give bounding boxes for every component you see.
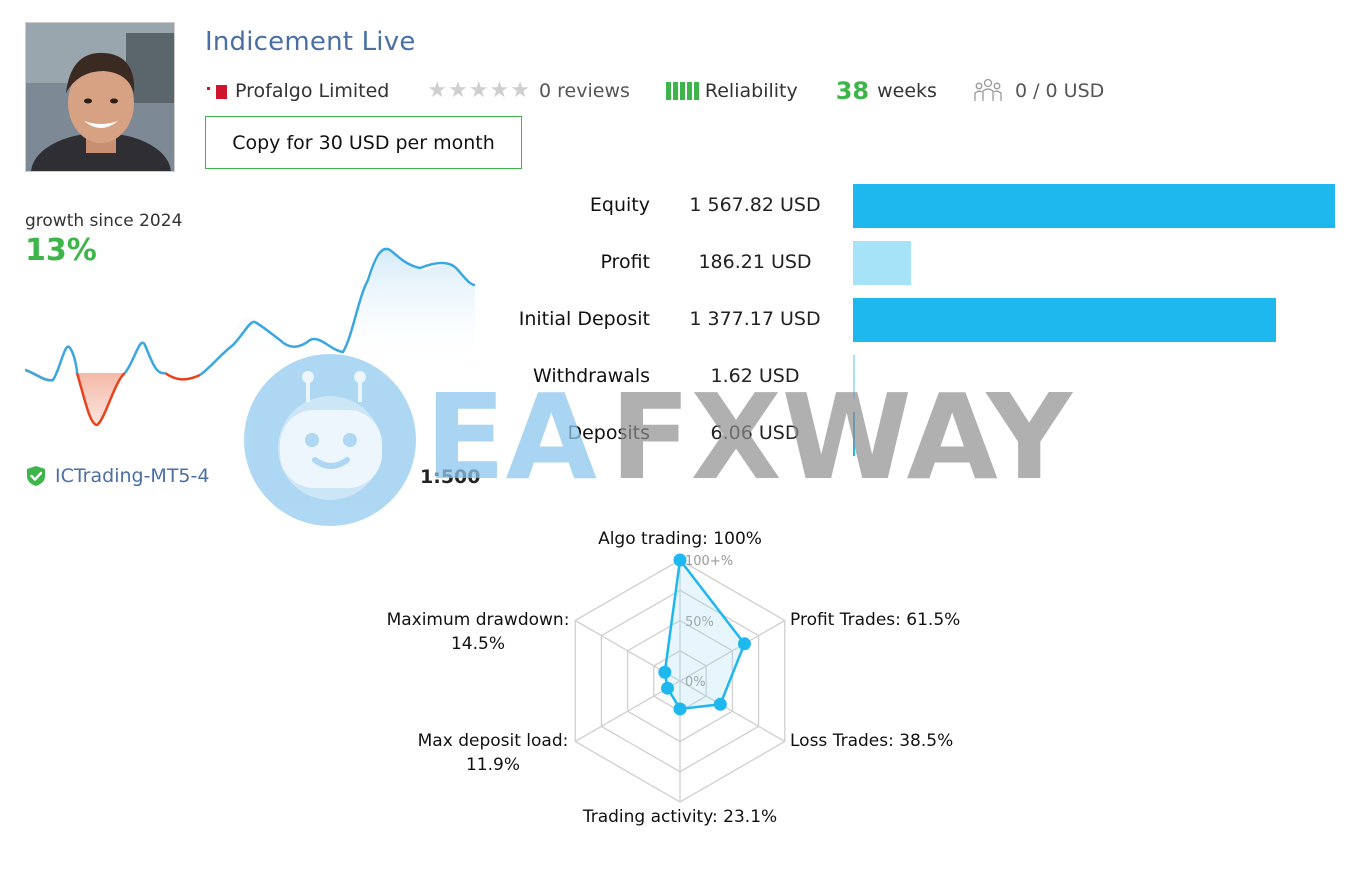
radar-tick-label: 100+% xyxy=(685,554,733,569)
subscribers-count: 0 / 0 USD xyxy=(1014,80,1105,102)
radar-label-maximum-drawdown: Maximum drawdown: xyxy=(387,610,570,630)
weeks-value: 38 xyxy=(835,77,870,105)
malta-flag-icon xyxy=(205,84,227,99)
radar-point xyxy=(737,637,751,651)
stat-row-withdrawals: Withdrawals 1.62 USD xyxy=(490,355,1340,399)
reviews-count[interactable]: 0 reviews xyxy=(539,80,630,102)
growth-positive-line xyxy=(25,247,475,382)
stat-value: 6.06 USD xyxy=(710,422,800,444)
stat-bar xyxy=(853,184,1335,228)
radar-chart: 100+% 50% 0% Algo trading: 100% Profit Trad… xyxy=(387,529,961,827)
stat-label: Profit xyxy=(600,251,650,273)
star-icon: ★ xyxy=(510,78,531,103)
radar-axis-line xyxy=(679,619,786,682)
reliability-bar xyxy=(665,82,671,100)
stat-value: 1 377.17 USD xyxy=(689,308,821,330)
stat-bar xyxy=(853,241,911,285)
stat-label: Withdrawals xyxy=(532,365,650,387)
radar-point xyxy=(661,681,675,695)
radar-point xyxy=(673,553,687,567)
stat-value: 1.62 USD xyxy=(710,365,800,387)
radar-value-maximum-drawdown: 14.5% xyxy=(451,634,505,654)
reliability-bar xyxy=(693,82,699,100)
stat-label: Initial Deposit xyxy=(518,308,650,330)
copy-subscription-button[interactable]: Copy for 30 USD per month xyxy=(205,116,522,169)
growth-chart[interactable] xyxy=(25,240,475,440)
stat-bar xyxy=(853,298,1277,342)
radar-shape xyxy=(658,553,751,716)
stat-bar xyxy=(853,355,855,399)
radar-label-profit-trades: Profit Trades: 61.5% xyxy=(790,610,960,630)
radar-axis-line xyxy=(679,680,786,743)
radar-point xyxy=(658,665,672,679)
growth-label: growth since 2024 xyxy=(25,211,183,231)
leverage-value: 1:500 xyxy=(420,466,481,488)
growth-positive-area xyxy=(205,249,475,370)
radar-label-max-deposit-load: Max deposit load: xyxy=(418,731,569,751)
star-icon: ★ xyxy=(448,78,468,103)
reliability-bar xyxy=(679,82,685,100)
radar-tick-label: 0% xyxy=(685,675,706,690)
rating-stars: ★ ★ ★ ★ ★ xyxy=(427,80,531,102)
reliability-bar xyxy=(672,82,678,100)
radar-point xyxy=(713,697,727,711)
radar-label-loss-trades: Loss Trades: 38.5% xyxy=(790,731,953,751)
reliability-bar xyxy=(686,82,692,100)
avatar-photo xyxy=(26,23,174,171)
radar-value-max-deposit-load: 11.9% xyxy=(466,755,520,775)
radar-labels: Algo trading: 100% Profit Trades: 61.5% Lo… xyxy=(387,529,961,827)
broker-name[interactable]: ICTrading-MT5-4 xyxy=(55,465,210,487)
stat-row-equity: Equity 1 567.82 USD xyxy=(490,184,1340,228)
provider-name[interactable]: Profalgo Limited xyxy=(235,80,390,102)
stat-label: Equity xyxy=(589,194,650,216)
stat-row-profit: Profit 186.21 USD xyxy=(490,241,1340,285)
broker-server[interactable]: ICTrading-MT5-4 xyxy=(25,465,209,487)
verified-shield-icon xyxy=(27,466,45,486)
star-icon: ★ xyxy=(468,78,489,103)
reliability-indicator: Reliability xyxy=(665,80,798,102)
weeks-label: weeks xyxy=(877,80,937,102)
signal-title[interactable]: Indicement Live xyxy=(205,27,416,57)
stat-bar xyxy=(853,412,855,456)
radar-label-algo-trading: Algo trading: 100% xyxy=(598,529,762,549)
stat-row-initial-deposit: Initial Deposit 1 377.17 USD xyxy=(490,298,1340,342)
star-icon: ★ xyxy=(489,78,510,103)
radar-point xyxy=(673,702,687,716)
subscribers-icon xyxy=(974,78,1002,101)
stat-row-deposits: Deposits 6.06 USD xyxy=(490,412,1340,456)
growth-value: 13% xyxy=(25,233,97,268)
reliability-label: Reliability xyxy=(704,80,798,102)
stat-value: 1 567.82 USD xyxy=(689,194,821,216)
signal-meta-row: Profalgo Limited ★ ★ ★ ★ ★ 0 reviews Rel… xyxy=(205,77,1104,105)
stat-label: Deposits xyxy=(567,422,650,444)
stat-value: 186.21 USD xyxy=(698,251,812,273)
radar-tick-label: 50% xyxy=(685,615,714,630)
radar-ticks: 100+% 50% 0% xyxy=(685,554,733,690)
star-icon: ★ xyxy=(427,78,448,103)
trader-avatar xyxy=(25,22,175,172)
radar-label-trading-activity: Trading activity: 23.1% xyxy=(582,807,777,827)
